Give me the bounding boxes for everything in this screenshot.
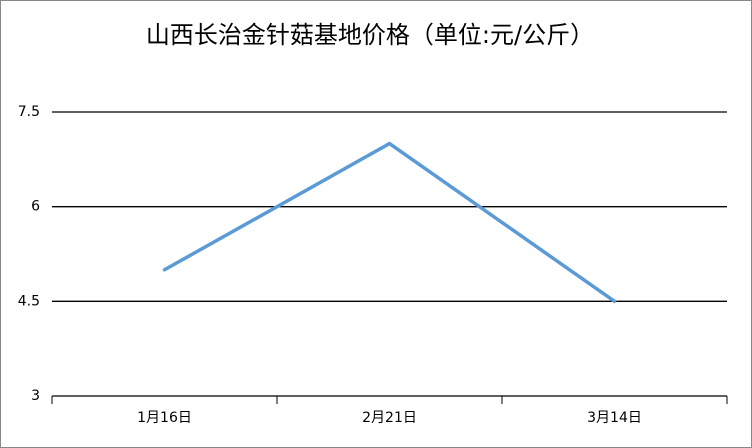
x-tick-label: 1月16日 bbox=[137, 410, 192, 426]
y-tick-label: 4.5 bbox=[18, 293, 40, 309]
y-tick-label: 6 bbox=[31, 199, 40, 215]
y-tick-label: 3 bbox=[31, 388, 40, 404]
y-tick-label: 7.5 bbox=[18, 104, 40, 120]
chart-title: 山西长治金针菇基地价格（单位:元/公斤） bbox=[146, 21, 594, 49]
x-tick-label: 2月21日 bbox=[362, 410, 417, 426]
x-tick-label: 3月14日 bbox=[587, 410, 642, 426]
line-series bbox=[162, 141, 617, 304]
